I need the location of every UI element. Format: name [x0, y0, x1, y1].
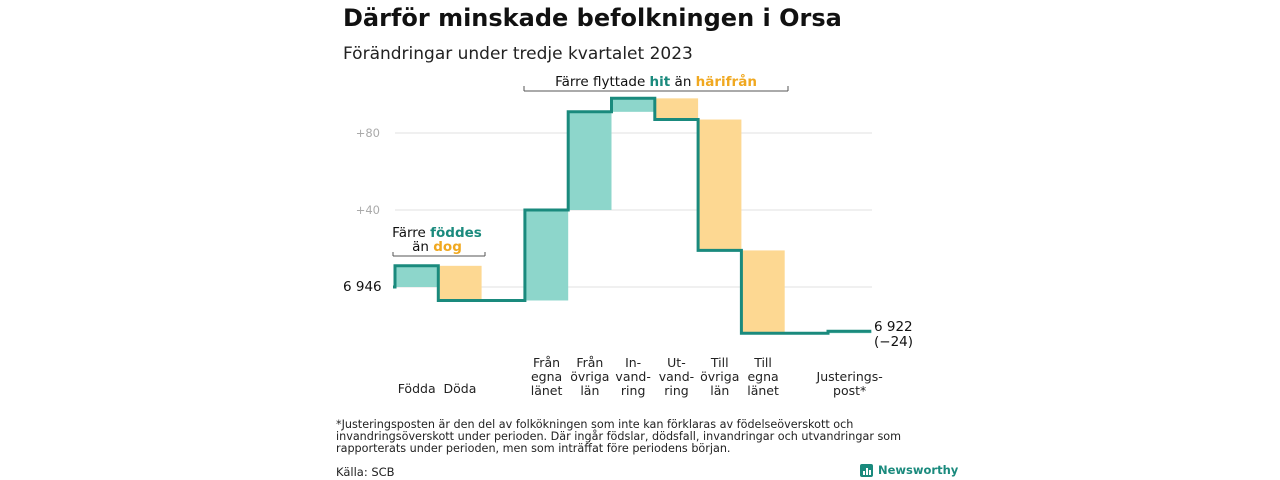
bar-decrease — [654, 98, 699, 120]
gridlines: +80 +40 — [356, 126, 872, 288]
end-change-label: (−24) — [874, 334, 913, 350]
category-label: vand- — [615, 369, 650, 384]
newsworthy-icon — [860, 463, 873, 477]
start-value-label: 6 946 — [343, 279, 382, 295]
category-label: egna — [531, 369, 562, 384]
category-labels: Födda DödaFrånegnalänetFrånövrigalänIn-va… — [398, 355, 883, 398]
category-label: post* — [833, 383, 866, 398]
cumulative-step-line — [393, 96, 872, 335]
category-label: ring — [664, 383, 688, 398]
category-label: Döda — [444, 381, 477, 396]
bar-increase — [395, 265, 439, 287]
step-line — [393, 96, 872, 335]
footnote: *Justeringsposten är den del av folkökni… — [336, 418, 902, 455]
category-label: Justerings- — [816, 369, 883, 384]
category-label: län — [710, 383, 729, 398]
bar-decrease — [698, 119, 742, 251]
category-label: övriga — [570, 369, 609, 384]
bar-decrease — [741, 250, 785, 334]
category-label: In- — [625, 355, 641, 370]
category-label: län — [580, 383, 599, 398]
bar-increase — [568, 111, 612, 210]
category-label: ring — [621, 383, 645, 398]
category-label: övriga — [700, 369, 739, 384]
bar-increase — [524, 210, 569, 301]
bars — [395, 98, 872, 334]
brand-logo: Newsworthy — [860, 463, 958, 477]
category-label: länet — [747, 383, 779, 398]
category-label: vand- — [659, 369, 694, 384]
end-value-label: 6 922 — [874, 319, 913, 335]
category-label: Till — [710, 355, 729, 370]
bar-increase — [611, 98, 655, 112]
y-tick-label: +40 — [356, 203, 380, 217]
births-annotation-line1: Färre föddes — [392, 225, 482, 241]
y-tick-label: +80 — [356, 126, 380, 140]
category-label: Födda — [398, 381, 436, 396]
migration-annotation: Färre flyttade hit än härifrån — [555, 73, 757, 90]
category-label: egna — [747, 369, 778, 384]
chart-subtitle: Förändringar under tredje kvartalet 2023 — [343, 44, 693, 64]
category-label: länet — [531, 383, 563, 398]
category-label: Från — [576, 355, 603, 370]
bar-decrease — [438, 265, 482, 301]
births-annotation-line2: än dog — [412, 239, 462, 255]
brand-name: Newsworthy — [878, 463, 959, 477]
chart-title: Därför minskade befolkningen i Orsa — [343, 4, 842, 32]
waterfall-chart: +80+40 Födda DödaFrånegnalänetFrånövrigal… — [343, 73, 913, 398]
category-label: Till — [753, 355, 772, 370]
source-label: Källa: SCB — [336, 465, 395, 479]
category-label: Från — [533, 355, 560, 370]
category-label: Ut- — [667, 355, 686, 370]
